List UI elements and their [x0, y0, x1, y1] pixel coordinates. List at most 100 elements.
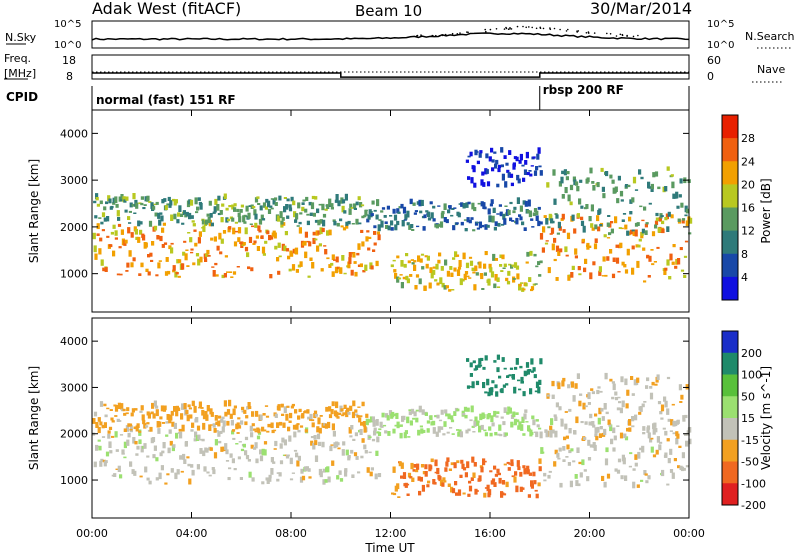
echo-cell [262, 202, 267, 208]
echo-cell [624, 269, 629, 274]
echo-cell [560, 176, 564, 184]
echo-cell [650, 446, 654, 453]
nsearch-tick-top: 10^5 [707, 19, 734, 30]
echo-cell [134, 228, 138, 235]
echo-cell [202, 450, 206, 457]
echo-cell [498, 204, 502, 207]
echo-cell [411, 229, 415, 231]
echo-cell [636, 377, 640, 383]
colorbar-frame [721, 114, 739, 301]
echo-cell [285, 413, 289, 421]
echo-cell [138, 273, 142, 276]
echo-cell [128, 250, 132, 257]
echo-cell [617, 175, 621, 181]
echo-cell [631, 245, 635, 250]
echo-cell [397, 496, 401, 498]
echo-cell [175, 432, 179, 439]
echo-cell [373, 209, 377, 212]
echo-cell [234, 221, 238, 224]
echo-cell [364, 209, 368, 212]
echo-cell [248, 406, 252, 409]
echo-cell [137, 236, 141, 243]
echo-cell [301, 475, 306, 481]
echo-cell [547, 394, 551, 397]
echo-cell [134, 441, 138, 445]
echo-cell [288, 204, 292, 208]
echo-cell [270, 207, 274, 210]
echo-cell [556, 232, 560, 235]
echo-cell [508, 463, 512, 465]
echo-cell [314, 413, 318, 417]
nsearch-point [459, 32, 461, 34]
echo-cell [131, 408, 135, 413]
echo-cell [506, 411, 510, 415]
echo-cell [96, 223, 100, 230]
echo-cell [578, 400, 582, 407]
echo-cell [648, 255, 652, 262]
echo-cell [314, 440, 318, 446]
echo-cell [530, 358, 534, 365]
echo-cell [215, 421, 219, 425]
echo-cell [473, 420, 477, 427]
echo-cell [148, 201, 152, 203]
echo-cell [309, 257, 313, 261]
echo-cell [616, 469, 621, 474]
echo-cell [261, 246, 266, 254]
echo-cell [255, 235, 259, 239]
echo-cell [190, 464, 194, 468]
echo-cell [526, 369, 530, 375]
echo-cell [311, 195, 315, 200]
nave-tick-bottom: 0 [707, 70, 714, 83]
nsearch-point [553, 27, 556, 30]
echo-cell [392, 466, 396, 473]
echo-cell [146, 195, 150, 201]
echo-cell [205, 448, 209, 453]
xtick-label: 12:00 [375, 527, 407, 540]
echo-cell [549, 214, 553, 221]
echo-cell [454, 251, 458, 258]
echo-cell [579, 179, 583, 183]
echo-cell [186, 456, 190, 459]
echo-cell [410, 408, 415, 414]
echo-cell [206, 471, 210, 474]
echo-cell [232, 437, 236, 440]
echo-cell [99, 421, 103, 426]
echo-cell [114, 237, 118, 240]
colorbar-tick: 8 [741, 248, 748, 261]
echo-cell [379, 421, 383, 428]
colorbar-swatch [722, 207, 738, 232]
echo-cell [377, 431, 382, 436]
echo-cell [244, 421, 248, 426]
echo-cell [398, 461, 402, 467]
echo-cell [568, 450, 572, 454]
echo-cell [158, 421, 162, 427]
echo-cell [417, 476, 421, 481]
echo-cell [486, 378, 490, 386]
echo-cell [375, 214, 379, 220]
echo-cell [629, 199, 633, 204]
echo-cell [341, 414, 345, 417]
echo-cell [684, 214, 688, 217]
echo-cell [400, 260, 404, 267]
echo-cell [614, 391, 618, 396]
echo-cell [104, 267, 108, 272]
echo-cell [145, 268, 149, 272]
echo-cell [593, 444, 597, 451]
echo-cell [488, 426, 492, 431]
echo-cell [639, 205, 643, 208]
echo-cell [575, 480, 579, 486]
echo-cell [570, 272, 574, 278]
echo-cell [265, 415, 270, 418]
echo-cell [412, 202, 416, 206]
echo-cell [128, 210, 132, 213]
echo-cell [515, 217, 519, 225]
echo-cell [647, 432, 651, 439]
echo-cell [99, 401, 104, 407]
echo-cell [667, 458, 671, 464]
echo-cell [519, 153, 523, 161]
echo-cell [130, 232, 134, 238]
echo-cell [106, 216, 110, 222]
echo-cell [120, 229, 124, 235]
echo-cell [407, 436, 411, 438]
